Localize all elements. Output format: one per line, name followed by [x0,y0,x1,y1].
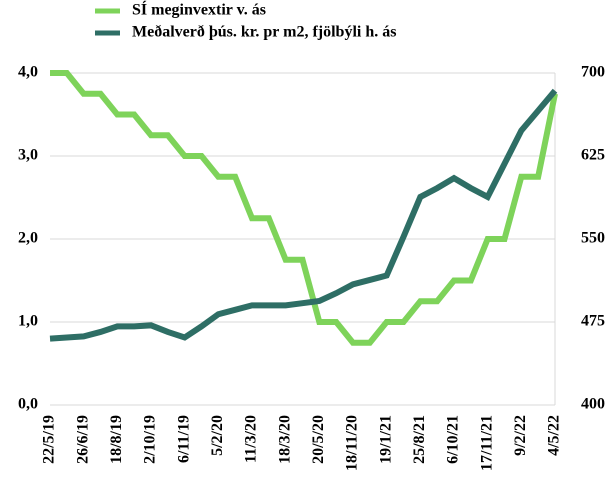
y2-tick-label: 400 [581,396,605,413]
y2-tick-label: 550 [581,230,605,247]
x-tick-label: 9/2/22 [512,415,529,456]
y2-tick-label: 475 [581,313,605,330]
y-tick-label: 4,0 [18,64,38,81]
legend-label: Meðalverð þús. kr. pr m2, fjölbýli h. ás [132,24,396,41]
x-tick-label: 6/11/19 [175,415,192,463]
x-tick-label: 11/3/20 [243,415,260,463]
series-line [49,88,558,342]
y-tick-label: 1,0 [18,313,38,330]
x-tick-label: 25/8/21 [411,415,428,464]
x-tick-label: 22/5/19 [41,415,58,464]
series-line [50,70,558,346]
x-tick-label: 18/11/20 [344,415,361,471]
x-tick-label: 18/3/20 [276,415,293,464]
y-tick-label: 3,0 [18,147,38,164]
y2-tick-label: 700 [581,64,605,81]
legend-label: SÍ meginvextir v. ás [132,0,266,19]
y2-tick-label: 625 [581,147,605,164]
y-tick-label: 0,0 [18,396,38,413]
y-tick-label: 2,0 [18,230,38,247]
x-tick-label: 2/10/19 [142,415,159,464]
x-tick-label: 17/11/21 [478,415,495,471]
x-tick-label: 6/10/21 [445,415,462,464]
x-tick-label: 20/5/20 [310,415,327,464]
x-tick-label: 5/2/20 [209,415,226,456]
x-tick-label: 18/8/19 [108,415,125,464]
x-tick-label: 19/1/21 [377,415,394,464]
x-tick-label: 26/6/19 [74,415,91,464]
x-tick-label: 4/5/22 [546,415,563,456]
